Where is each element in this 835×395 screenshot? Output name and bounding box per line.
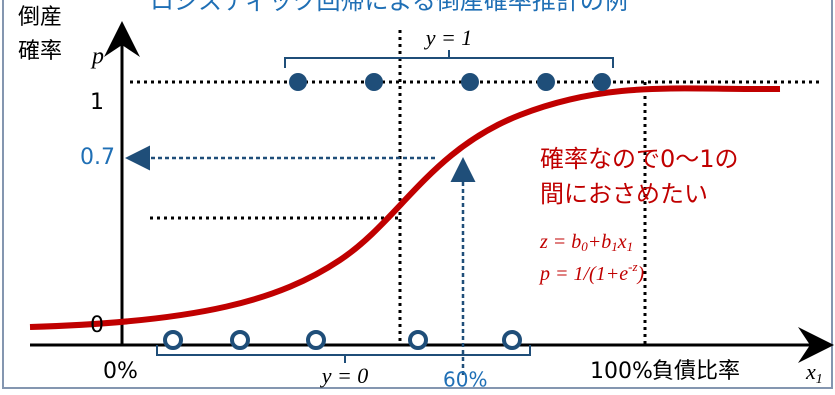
note: 間におさめたい bbox=[540, 180, 708, 208]
formula: p = 1/(1+e-z) bbox=[538, 259, 645, 285]
title: ロジスティック回帰による倒産確率推計の例 bbox=[150, 0, 628, 15]
tick-label: 100% bbox=[590, 359, 653, 384]
points-y0 bbox=[163, 330, 522, 350]
points-y1 bbox=[289, 73, 611, 91]
tick-label: 1 bbox=[90, 90, 104, 115]
sigmoid-curve bbox=[29, 85, 781, 330]
group-label: y = 0 bbox=[320, 363, 369, 388]
y-symbol: p bbox=[90, 44, 104, 70]
note: 確率なので0〜1の bbox=[540, 145, 739, 173]
tick-label: 0.7 bbox=[80, 145, 115, 170]
group-label: y = 1 bbox=[424, 25, 473, 50]
y-label: 確率 bbox=[18, 39, 62, 64]
y-label: 倒産 bbox=[18, 5, 62, 30]
x-symbol: x1 bbox=[805, 359, 823, 387]
bracket-bottom bbox=[156, 345, 531, 363]
formula: z = b0+b1x1 bbox=[539, 231, 633, 254]
tick-label: 0 bbox=[90, 313, 104, 338]
marker-60: 60% bbox=[443, 368, 487, 392]
x-label: 負債比率 bbox=[652, 359, 740, 384]
bracket-top bbox=[284, 50, 614, 68]
tick-label: 0% bbox=[103, 359, 138, 384]
